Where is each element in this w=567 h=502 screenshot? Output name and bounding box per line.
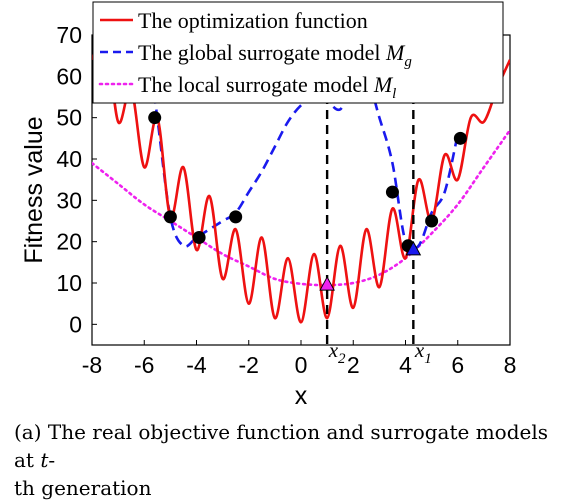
x-tick-label: 2	[347, 352, 360, 378]
optimization-function-line	[92, 35, 510, 324]
sample-point	[148, 111, 162, 125]
optimum-labels: x2 x1	[328, 338, 432, 367]
y-tick-label: 60	[56, 63, 82, 89]
sample-point	[163, 210, 177, 224]
figure-caption: (a) The real objective function and surr…	[14, 418, 559, 502]
y-tick-label: 10	[56, 270, 82, 296]
sample-point	[453, 131, 467, 145]
global-surrogate-line	[145, 35, 460, 252]
y-tick-label: 40	[56, 146, 82, 172]
x-tick-label: 4	[399, 352, 412, 378]
x-tick-label: -4	[186, 352, 207, 378]
caption-prefix: (a) The real objective function and surr…	[14, 420, 548, 472]
axes: -8 -6 -4 -2 0 2 4 6 8 0 10 20 30 40 50 60 70	[56, 22, 516, 378]
sample-point	[229, 210, 243, 224]
y-tick-label: 70	[56, 22, 82, 48]
caption-italic: t	[40, 448, 49, 472]
x-tick-label: -6	[134, 352, 154, 378]
y-tick-label: 50	[56, 105, 82, 131]
x-tick-label: 0	[295, 352, 308, 378]
y-axis-label: Fitness value	[20, 116, 48, 263]
sample-point	[192, 231, 206, 245]
legend-local-surrogate-label: The local surrogate model Ml	[138, 72, 396, 102]
legend-optimization-function-label: The optimization function	[138, 8, 368, 33]
legend-box	[92, 1, 504, 104]
local-surrogate-line	[92, 128, 510, 287]
markers	[148, 111, 467, 291]
caption-suffix: -	[48, 448, 56, 472]
y-tick-label: 20	[56, 229, 82, 255]
optimum-label: x2	[328, 338, 346, 367]
figure: -8 -6 -4 -2 0 2 4 6 8 0 10 20 30 40 50 60 70 x2 x1 The op…	[14, 1, 548, 500]
optimum-marker	[405, 240, 422, 256]
y-tick-label: 0	[69, 311, 82, 337]
optimum-marker	[319, 276, 335, 291]
legend: The optimization function The global surr…	[92, 1, 504, 104]
sample-point	[425, 214, 439, 228]
fitness-chart: -8 -6 -4 -2 0 2 4 6 8 0 10 20 30 40 50 60 70 x2 x1 The op…	[20, 1, 516, 410]
y-tick-label: 30	[56, 187, 82, 213]
x-tick-label: 6	[451, 352, 464, 378]
optimum-label: x1	[414, 338, 432, 367]
x-tick-label: 8	[504, 352, 517, 378]
x-axis-label: x	[295, 382, 308, 410]
x-tick-label: -2	[239, 352, 259, 378]
legend-global-surrogate-label: The global surrogate model Mg	[138, 40, 412, 70]
x-tick-label: -8	[82, 352, 102, 378]
sample-point	[385, 185, 399, 199]
caption-line-2: th generation	[14, 476, 152, 500]
